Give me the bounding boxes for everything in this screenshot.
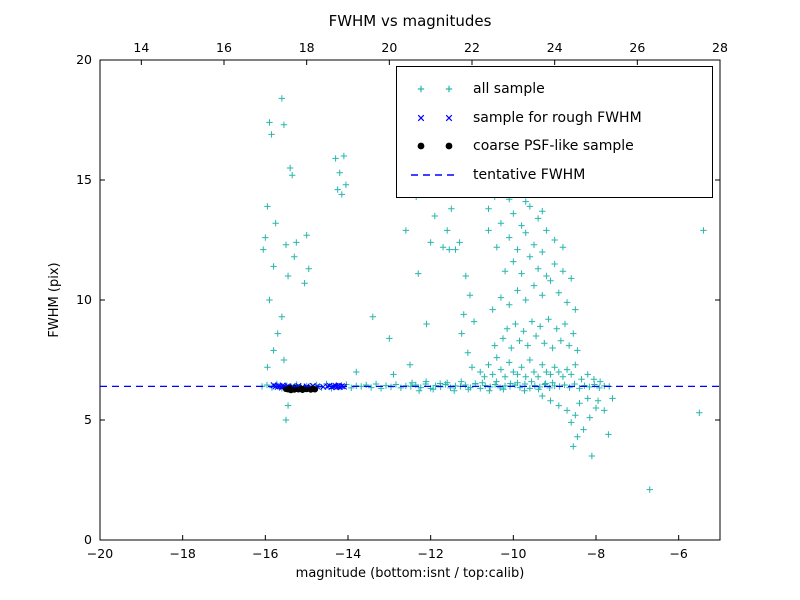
y-axis-label: FWHM (pix) — [47, 262, 62, 338]
svg-text:22: 22 — [464, 40, 480, 55]
x-marker-icon — [417, 114, 453, 121]
svg-text:20: 20 — [76, 52, 92, 67]
svg-text:−14: −14 — [335, 546, 361, 561]
svg-text:24: 24 — [547, 40, 563, 55]
svg-text:0: 0 — [84, 532, 92, 547]
svg-text:10: 10 — [76, 292, 92, 307]
coarse-psf-points — [282, 384, 319, 394]
svg-text:−12: −12 — [417, 546, 443, 561]
svg-text:−6: −6 — [669, 546, 687, 561]
plus-marker-icon — [417, 85, 453, 93]
svg-text:−8: −8 — [587, 546, 605, 561]
legend-label: tentative FWHM — [473, 166, 586, 183]
legend-item-coarse-psf: coarse PSF-like sample — [409, 133, 700, 159]
svg-text:28: 28 — [712, 40, 728, 55]
legend: all sample sample for rough FWHM coarse … — [396, 66, 713, 198]
svg-text:18: 18 — [299, 40, 315, 55]
legend-item-rough-fwhm: sample for rough FWHM — [409, 105, 700, 131]
svg-text:−18: −18 — [169, 546, 195, 561]
x-axis-label: magnitude (bottom:isnt / top:calib) — [295, 566, 525, 581]
svg-text:−16: −16 — [252, 546, 278, 561]
svg-text:5: 5 — [84, 412, 92, 427]
svg-text:16: 16 — [216, 40, 232, 55]
svg-text:−20: −20 — [87, 546, 113, 561]
svg-text:26: 26 — [629, 40, 645, 55]
svg-text:14: 14 — [133, 40, 149, 55]
svg-text:20: 20 — [381, 40, 397, 55]
legend-item-all-sample: all sample — [409, 76, 700, 102]
circle-marker-icon — [417, 142, 453, 150]
legend-label: coarse PSF-like sample — [473, 138, 634, 155]
dashed-line-icon — [411, 174, 459, 176]
legend-label: all sample — [473, 81, 545, 97]
legend-item-tentative-fwhm: tentative FWHM — [409, 162, 700, 188]
chart-title: FWHM vs magnitudes — [328, 12, 492, 30]
svg-text:15: 15 — [76, 172, 92, 187]
legend-label: sample for rough FWHM — [473, 109, 642, 126]
svg-text:−10: −10 — [500, 546, 526, 561]
